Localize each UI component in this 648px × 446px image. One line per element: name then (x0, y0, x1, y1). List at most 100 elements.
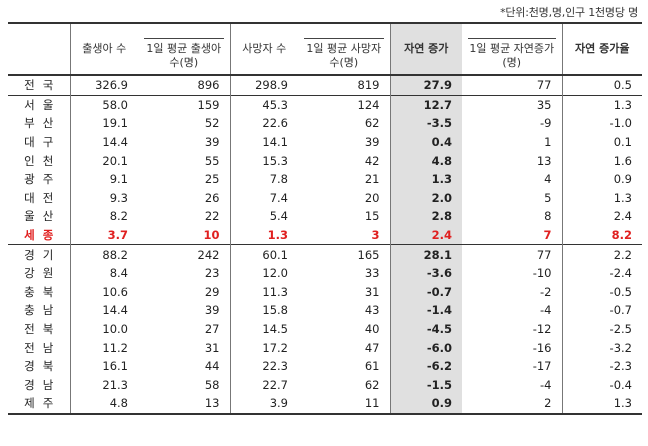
header-natural-daily-label: 1일 평균 자연증가(명) (468, 38, 556, 70)
cell-region: 대구 (8, 132, 71, 152)
cell-deaths: 15.3 (262, 153, 288, 168)
cell-deaths: 7.4 (269, 190, 288, 205)
cell-natural-daily: 77 (462, 75, 563, 96)
cell-natural: 27.9 (390, 75, 462, 96)
cell-rate: 1.3 (613, 190, 632, 205)
cell-births-daily: 159 (138, 95, 231, 115)
cell-rate: 2.4 (613, 209, 632, 224)
cell-natural-daily: 5 (462, 188, 563, 208)
cell-deaths: 45.3 (262, 97, 288, 112)
cell-region: 경북 (8, 356, 71, 376)
cell-births: 88.2 (102, 247, 128, 262)
cell-natural: -1.4 (390, 301, 462, 320)
cell-births: 58.0 (102, 97, 128, 112)
header-births-daily-label: 1일 평균 출생아 수(명) (144, 38, 224, 70)
cell-natural-daily: -12 (462, 319, 563, 339)
table-row: 전남 11.2 31 17.2 47 -6.0 -16 -3.2 (8, 338, 642, 357)
table-row: 울산 8.2 22 5.4 15 2.8 8 2.4 (8, 207, 642, 226)
cell-natural-daily: -4 (462, 301, 563, 320)
cell-deaths-daily: 165 (298, 244, 391, 264)
cell-births: 11.2 (102, 340, 128, 355)
cell-births-daily: 25 (138, 169, 231, 189)
header-row: 출생아 수 1일 평균 출생아 수(명) 사망자 수 1일 평균 사망자 수(명… (8, 23, 642, 75)
cell-natural: -6.0 (390, 338, 462, 357)
header-natural: 자연 증가 (390, 23, 462, 75)
cell-rate: -1.0 (609, 116, 632, 131)
cell-natural: -3.6 (390, 263, 462, 283)
cell-births-daily: 29 (138, 282, 231, 302)
cell-deaths-daily: 47 (298, 338, 391, 357)
table-row: 강원 8.4 23 12.0 33 -3.6 -10 -2.4 (8, 263, 642, 283)
cell-natural: 0.9 (390, 394, 462, 414)
cell-natural-daily: -16 (462, 338, 563, 357)
cell-natural-daily: 35 (462, 95, 563, 115)
cell-deaths-daily: 11 (298, 394, 391, 414)
cell-natural-daily: -17 (462, 356, 563, 376)
cell-natural-daily: 13 (462, 151, 563, 170)
cell-deaths-daily: 124 (298, 95, 391, 115)
cell-deaths: 298.9 (255, 78, 288, 93)
cell-births: 21.3 (102, 377, 128, 392)
cell-deaths: 14.1 (262, 135, 288, 150)
cell-deaths: 1.3 (267, 228, 288, 243)
cell-region: 세종 (8, 225, 71, 245)
header-deaths: 사망자 수 (242, 42, 287, 55)
cell-births: 9.1 (109, 172, 128, 187)
cell-births: 8.4 (109, 266, 128, 281)
cell-deaths: 5.4 (269, 209, 288, 224)
cell-region: 제주 (8, 394, 71, 414)
cell-rate: -2.4 (609, 266, 632, 281)
cell-rate: -0.7 (609, 303, 632, 318)
cell-births-daily: 44 (138, 356, 231, 376)
cell-region: 부산 (8, 114, 71, 133)
cell-deaths: 22.7 (262, 377, 288, 392)
cell-region: 강원 (8, 263, 71, 283)
cell-rate: 1.3 (613, 396, 632, 411)
cell-natural-daily: 8 (462, 207, 563, 226)
header-region (8, 23, 71, 75)
cell-deaths: 22.3 (262, 359, 288, 374)
table-row: 충북 10.6 29 11.3 31 -0.7 -2 -0.5 (8, 282, 642, 302)
population-table: 출생아 수 1일 평균 출생아 수(명) 사망자 수 1일 평균 사망자 수(명… (8, 22, 642, 415)
cell-births: 20.1 (102, 153, 128, 168)
table-row: 경북 16.1 44 22.3 61 -6.2 -17 -2.3 (8, 356, 642, 376)
table-row: 서울 58.0 159 45.3 124 12.7 35 1.3 (8, 95, 642, 115)
cell-region: 서울 (8, 95, 71, 115)
header-deaths-daily-label: 1일 평균 사망자 수(명) (304, 38, 384, 70)
cell-deaths: 14.5 (262, 322, 288, 337)
cell-rate: 0.9 (613, 172, 632, 187)
table-body: 전국 326.9 896 298.9 819 27.9 77 0.5 서울 58.0 159 45.3… (8, 75, 642, 414)
cell-natural: 28.1 (390, 244, 462, 264)
table-row: 전북 10.0 27 14.5 40 -4.5 -12 -2.5 (8, 319, 642, 339)
cell-natural: -4.5 (390, 319, 462, 339)
table-row: 경남 21.3 58 22.7 62 -1.5 -4 -0.4 (8, 375, 642, 395)
cell-rate: -0.5 (609, 284, 632, 299)
header-births-daily: 1일 평균 출생아 수(명) (138, 23, 231, 75)
cell-natural-daily: -2 (462, 282, 563, 302)
cell-deaths-daily: 15 (298, 207, 391, 226)
cell-deaths: 11.3 (262, 284, 288, 299)
cell-births-daily: 39 (138, 301, 231, 320)
cell-region: 경남 (8, 375, 71, 395)
cell-region: 전국 (8, 75, 71, 96)
cell-deaths-daily: 42 (298, 151, 391, 170)
header-deaths-daily: 1일 평균 사망자 수(명) (298, 23, 391, 75)
cell-deaths-daily: 3 (298, 225, 391, 245)
cell-births-daily: 31 (138, 338, 231, 357)
cell-births-daily: 39 (138, 132, 231, 152)
cell-births: 10.6 (102, 284, 128, 299)
cell-natural-daily: 7 (462, 225, 563, 245)
cell-natural: 4.8 (390, 151, 462, 170)
cell-rate: 0.5 (613, 78, 632, 93)
cell-region: 울산 (8, 207, 71, 226)
cell-births-daily: 13 (138, 394, 231, 414)
table-row: 전국 326.9 896 298.9 819 27.9 77 0.5 (8, 75, 642, 96)
cell-deaths: 3.9 (269, 396, 288, 411)
cell-births-daily: 23 (138, 263, 231, 283)
cell-births: 14.4 (102, 303, 128, 318)
cell-region: 충남 (8, 301, 71, 320)
cell-region: 대전 (8, 188, 71, 208)
cell-deaths: 60.1 (262, 247, 288, 262)
cell-deaths-daily: 20 (298, 188, 391, 208)
cell-deaths-daily: 61 (298, 356, 391, 376)
